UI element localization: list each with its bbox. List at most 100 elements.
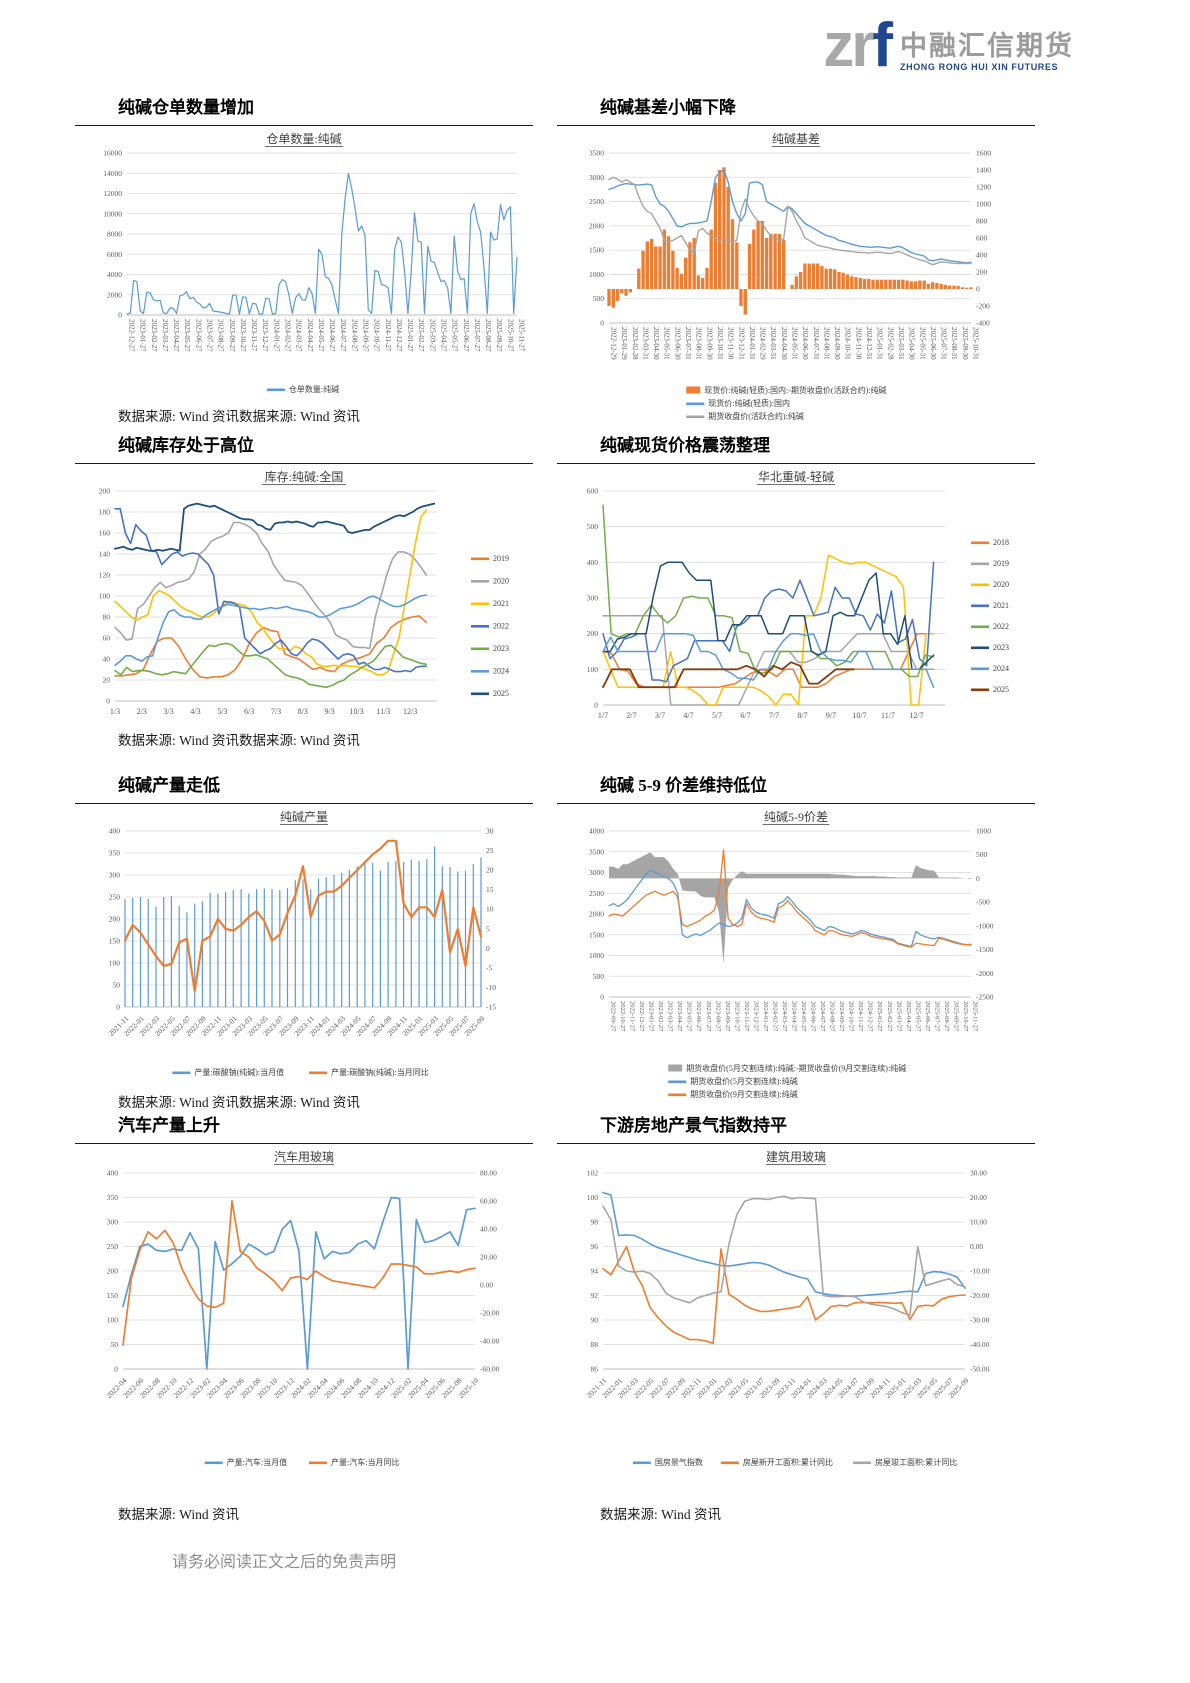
svg-text:100: 100	[99, 592, 111, 601]
svg-text:-30.00: -30.00	[970, 1316, 990, 1325]
svg-text:50: 50	[111, 1340, 119, 1349]
svg-text:2023-02-28: 2023-02-28	[631, 327, 639, 360]
svg-text:94: 94	[591, 1267, 599, 1276]
svg-text:100: 100	[587, 665, 599, 674]
svg-text:300: 300	[109, 871, 121, 880]
svg-text:产量:汽车:当月同比: 产量:汽车:当月同比	[331, 1457, 399, 1467]
logo-text: 中融汇信期货 ZHONG RONG HUI XIN FUTURES	[900, 20, 1074, 73]
svg-text:2023-11-30: 2023-11-30	[727, 327, 735, 360]
section-heading: 纯碱产量走低	[118, 776, 220, 795]
svg-text:20.00: 20.00	[970, 1193, 987, 1202]
svg-text:国房景气指数: 国房景气指数	[655, 1457, 703, 1467]
svg-text:12/3: 12/3	[403, 707, 417, 716]
svg-text:2025-05-31: 2025-05-31	[918, 327, 926, 360]
svg-text:2500: 2500	[589, 889, 604, 898]
svg-text:华北重碱-轻碱: 华北重碱-轻碱	[758, 470, 834, 484]
svg-text:2023-05-27: 2023-05-27	[183, 319, 191, 352]
svg-text:期货收盘价(5月交割连续):纯碱: 期货收盘价(5月交割连续):纯碱	[690, 1076, 798, 1086]
svg-text:产量:汽车:当月值: 产量:汽车:当月值	[227, 1457, 287, 1467]
svg-text:250: 250	[109, 893, 121, 902]
chart-auto-glass: 0 50 100 150 200 250 300 350 400 -60.00 -40.00 -20.…	[75, 1147, 533, 1499]
svg-text:2022-12-29: 2022-12-29	[610, 327, 618, 360]
svg-text:2025-02-28: 2025-02-28	[886, 327, 894, 360]
svg-text:250: 250	[107, 1242, 119, 1251]
disclaimer-footer: 请务必阅读正文之后的免责声明	[172, 1554, 397, 1571]
svg-text:-2000: -2000	[976, 969, 994, 978]
svg-text:0: 0	[118, 311, 122, 320]
svg-text:500: 500	[976, 851, 988, 860]
logo-zrf-mark: zrf	[823, 15, 893, 77]
svg-text:2025-05-27: 2025-05-27	[451, 319, 459, 352]
svg-text:400: 400	[587, 558, 599, 567]
data-source-note: 数据来源: Wind 资讯	[600, 1507, 721, 1523]
svg-text:-200: -200	[976, 302, 990, 311]
svg-text:2025-10-31: 2025-10-31	[972, 327, 980, 360]
svg-text:0: 0	[116, 1003, 120, 1012]
section-auto-glass: 汽车产量上升 0 50 100 150 200 250 300 350 400 -60.00 -40…	[75, 1116, 533, 1523]
section-warehouse-receipts: 纯碱仓单数量增加 0 2000 4000 6000 8000 10000 12000 1400…	[75, 98, 533, 425]
svg-text:2023-08-27: 2023-08-27	[714, 1001, 721, 1032]
svg-text:2025-02-27: 2025-02-27	[886, 1001, 893, 1032]
svg-text:4/3: 4/3	[190, 707, 200, 716]
svg-text:-60.00: -60.00	[480, 1365, 500, 1374]
svg-text:7/3: 7/3	[271, 707, 281, 716]
svg-text:2025-08-27: 2025-08-27	[484, 319, 492, 352]
chart-warehouse-receipts: 0 2000 4000 6000 8000 10000 12000 14000 16000 202…	[75, 129, 533, 401]
svg-text:30: 30	[486, 827, 494, 836]
svg-text:2025-10-27: 2025-10-27	[506, 319, 514, 352]
svg-text:150: 150	[109, 937, 121, 946]
svg-text:8/7: 8/7	[797, 711, 807, 720]
svg-text:2024-12-27: 2024-12-27	[395, 319, 403, 352]
svg-text:2024-01-27: 2024-01-27	[762, 1001, 769, 1032]
svg-text:2022-10-27: 2022-10-27	[619, 1001, 626, 1032]
svg-text:2023-02-27: 2023-02-27	[150, 319, 158, 352]
svg-text:2025-11-27: 2025-11-27	[972, 1001, 979, 1032]
section-heading: 纯碱库存处于高位	[118, 436, 254, 455]
svg-text:2024-03-27: 2024-03-27	[781, 1001, 788, 1032]
svg-text:纯碱产量: 纯碱产量	[280, 810, 328, 824]
svg-text:2024-07-27: 2024-07-27	[819, 1001, 826, 1032]
svg-text:88: 88	[591, 1340, 599, 1349]
svg-text:2025-01-27: 2025-01-27	[406, 319, 414, 352]
svg-text:2022-12-27: 2022-12-27	[638, 1001, 645, 1032]
svg-text:7/7: 7/7	[769, 711, 779, 720]
svg-text:0: 0	[600, 319, 604, 328]
svg-text:20: 20	[486, 866, 494, 875]
svg-text:2025-09-27: 2025-09-27	[952, 1001, 959, 1032]
company-name-cn: 中融汇信期货	[900, 31, 1074, 61]
svg-text:180: 180	[99, 508, 111, 517]
svg-text:2024-07-31: 2024-07-31	[812, 327, 820, 360]
svg-text:2024-04-27: 2024-04-27	[306, 319, 314, 352]
svg-text:10/3: 10/3	[349, 707, 363, 716]
svg-text:20.00: 20.00	[480, 1253, 497, 1262]
svg-text:2022-12-27: 2022-12-27	[128, 319, 136, 352]
svg-text:2024-08-27: 2024-08-27	[829, 1001, 836, 1032]
svg-text:2025: 2025	[993, 685, 1009, 694]
svg-text:2022-09-27: 2022-09-27	[610, 1001, 617, 1032]
svg-text:2024-10-31: 2024-10-31	[844, 327, 852, 360]
svg-text:800: 800	[976, 217, 988, 226]
svg-text:2023-04-30: 2023-04-30	[652, 327, 660, 360]
svg-text:2025-07-27: 2025-07-27	[933, 1001, 940, 1032]
svg-text:现货价:纯碱(轻质):国内:-期货收盘价(活跃合约):纯碱: 现货价:纯碱(轻质):国内:-期货收盘价(活跃合约):纯碱	[704, 385, 886, 395]
svg-text:2024-06-27: 2024-06-27	[328, 319, 336, 352]
svg-text:2023-04-27: 2023-04-27	[676, 1001, 683, 1032]
svg-text:2023-05-27: 2023-05-27	[686, 1001, 693, 1032]
svg-text:0.00: 0.00	[970, 1242, 983, 1251]
svg-text:-40.00: -40.00	[480, 1337, 500, 1346]
svg-text:6/3: 6/3	[244, 707, 254, 716]
svg-text:0: 0	[976, 874, 980, 883]
svg-text:150: 150	[107, 1291, 119, 1300]
svg-text:2025-05-27: 2025-05-27	[914, 1001, 921, 1032]
section-heading: 纯碱 5-9 价差维持低位	[600, 776, 768, 795]
svg-text:2025-01-27: 2025-01-27	[876, 1001, 883, 1032]
svg-text:0: 0	[976, 285, 980, 294]
svg-text:400: 400	[109, 827, 121, 836]
svg-text:2023-12-31: 2023-12-31	[737, 327, 745, 360]
data-source-note: 数据来源: Wind 资讯	[118, 1507, 239, 1523]
svg-text:400: 400	[107, 1169, 119, 1178]
svg-text:库存:纯碱:全国: 库存:纯碱:全国	[265, 469, 344, 484]
svg-text:2024-11-27: 2024-11-27	[384, 319, 392, 352]
data-source-note: 数据来源: Wind 资讯数据来源: Wind 资讯	[118, 1095, 360, 1111]
svg-text:1000: 1000	[589, 951, 604, 960]
